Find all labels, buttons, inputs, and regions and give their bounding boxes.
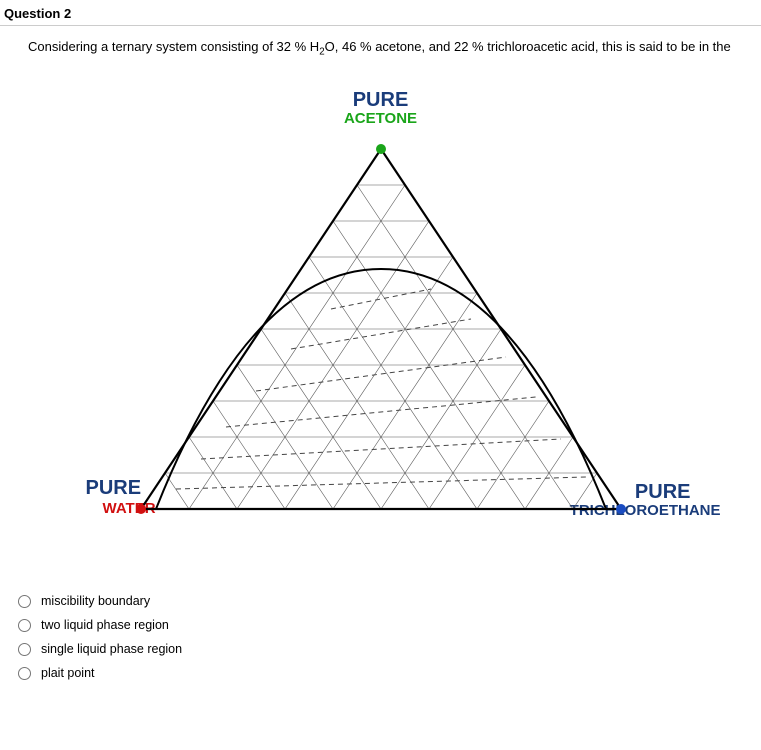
ternary-svg xyxy=(131,139,631,539)
ternary-diagram: PURE ACETONE PURE WATER PURE TRICHLOROET… xyxy=(71,89,691,549)
options-group: miscibility boundary two liquid phase re… xyxy=(0,579,761,695)
option-row[interactable]: two liquid phase region xyxy=(18,613,761,637)
qtext-part2: O, 46 % acetone, and 22 % trichloroaceti… xyxy=(325,39,731,54)
option-row[interactable]: single liquid phase region xyxy=(18,637,761,661)
option-label-2: single liquid phase region xyxy=(41,642,182,656)
qtext-part1: Considering a ternary system consisting … xyxy=(28,39,319,54)
option-row[interactable]: plait point xyxy=(18,661,761,685)
option-radio-3[interactable] xyxy=(18,667,31,680)
question-text: Considering a ternary system consisting … xyxy=(0,38,761,69)
diagram-container: PURE ACETONE PURE WATER PURE TRICHLOROET… xyxy=(0,69,761,579)
label-pure-top: PURE xyxy=(353,89,409,111)
option-label-3: plait point xyxy=(41,666,95,680)
option-radio-0[interactable] xyxy=(18,595,31,608)
label-acetone: ACETONE xyxy=(344,111,417,128)
option-label-0: miscibility boundary xyxy=(41,594,150,608)
option-radio-2[interactable] xyxy=(18,643,31,656)
label-pure-right: PURE xyxy=(635,481,691,503)
option-radio-1[interactable] xyxy=(18,619,31,632)
option-row[interactable]: miscibility boundary xyxy=(18,589,761,613)
option-label-1: two liquid phase region xyxy=(41,618,169,632)
question-header: Question 2 xyxy=(0,0,761,26)
